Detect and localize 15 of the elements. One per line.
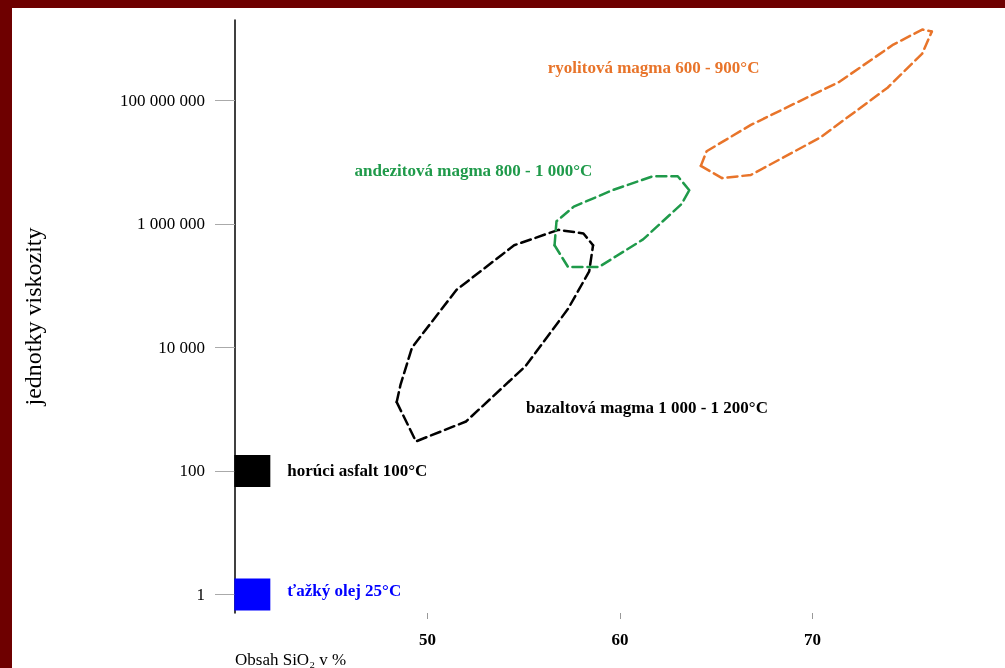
x-axis-title: Obsah SiO₂ v % xyxy=(235,650,347,668)
y-axis-title: jednotky viskozity xyxy=(20,227,46,407)
x-tick-label: 50 xyxy=(419,630,436,649)
y-tick-label: 100 000 000 xyxy=(120,90,205,110)
y-tick-label: 1 000 000 xyxy=(137,214,205,234)
x-tick-label: 60 xyxy=(611,630,629,649)
y-tick-label: 1 xyxy=(196,584,205,604)
series-label: ťažký olej 25°C xyxy=(287,580,402,600)
series-label: andezitová magma 800 - 1 000°C xyxy=(354,160,593,180)
series-label: horúci asfalt 100°C xyxy=(287,461,428,481)
series-label: bazaltová magma 1 000 - 1 200°C xyxy=(526,398,768,418)
text: ryolitová magma 600 - 900°C xyxy=(547,58,760,78)
y-tick-label: 10 000 xyxy=(158,337,205,357)
x-tick-label: 70 xyxy=(804,630,821,649)
y-tick-label: 100 xyxy=(179,461,205,481)
